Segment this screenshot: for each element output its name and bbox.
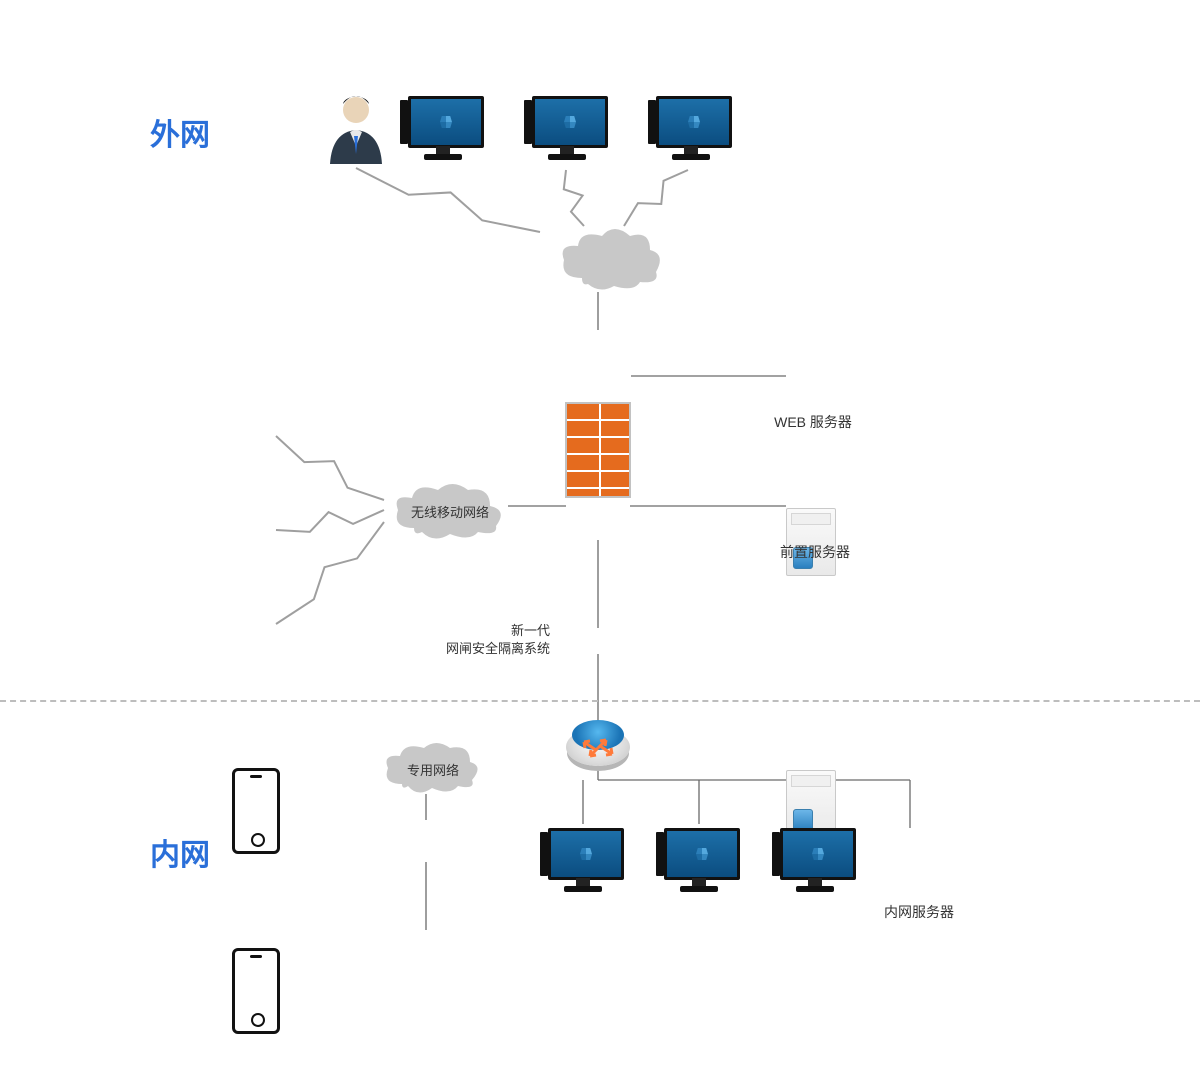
pc-icon bbox=[540, 828, 626, 898]
front-server-label: 前置服务器 bbox=[760, 542, 870, 562]
firewall-icon bbox=[565, 402, 631, 498]
router-icon bbox=[566, 714, 630, 778]
network-diagram: 外网 内网 WEB 服务器 无线移动网络 前置服务器 ✕ bbox=[0, 0, 1200, 1085]
zone-label-external: 外网 bbox=[150, 110, 210, 154]
pc-icon bbox=[400, 96, 486, 166]
wireless-cloud-label: 无线移动网络 bbox=[404, 502, 496, 521]
gatekeeper-label-1: 新一代 bbox=[440, 620, 550, 639]
user-icon bbox=[324, 92, 388, 164]
phone-icon bbox=[232, 768, 280, 854]
private-net-label: 专用网络 bbox=[398, 760, 468, 779]
pc-icon bbox=[656, 828, 742, 898]
gatekeeper-label-2: 网闸安全隔离系统 bbox=[414, 638, 550, 657]
phone-icon bbox=[232, 948, 280, 1034]
zone-divider bbox=[0, 700, 1200, 702]
pc-icon bbox=[772, 828, 858, 898]
zone-label-internal: 内网 bbox=[150, 830, 210, 874]
cloud-internet-icon bbox=[556, 226, 666, 292]
pc-icon bbox=[648, 96, 734, 166]
web-server-label: WEB 服务器 bbox=[758, 412, 868, 432]
pc-icon bbox=[524, 96, 610, 166]
intranet-server-label: 内网服务器 bbox=[864, 902, 974, 922]
